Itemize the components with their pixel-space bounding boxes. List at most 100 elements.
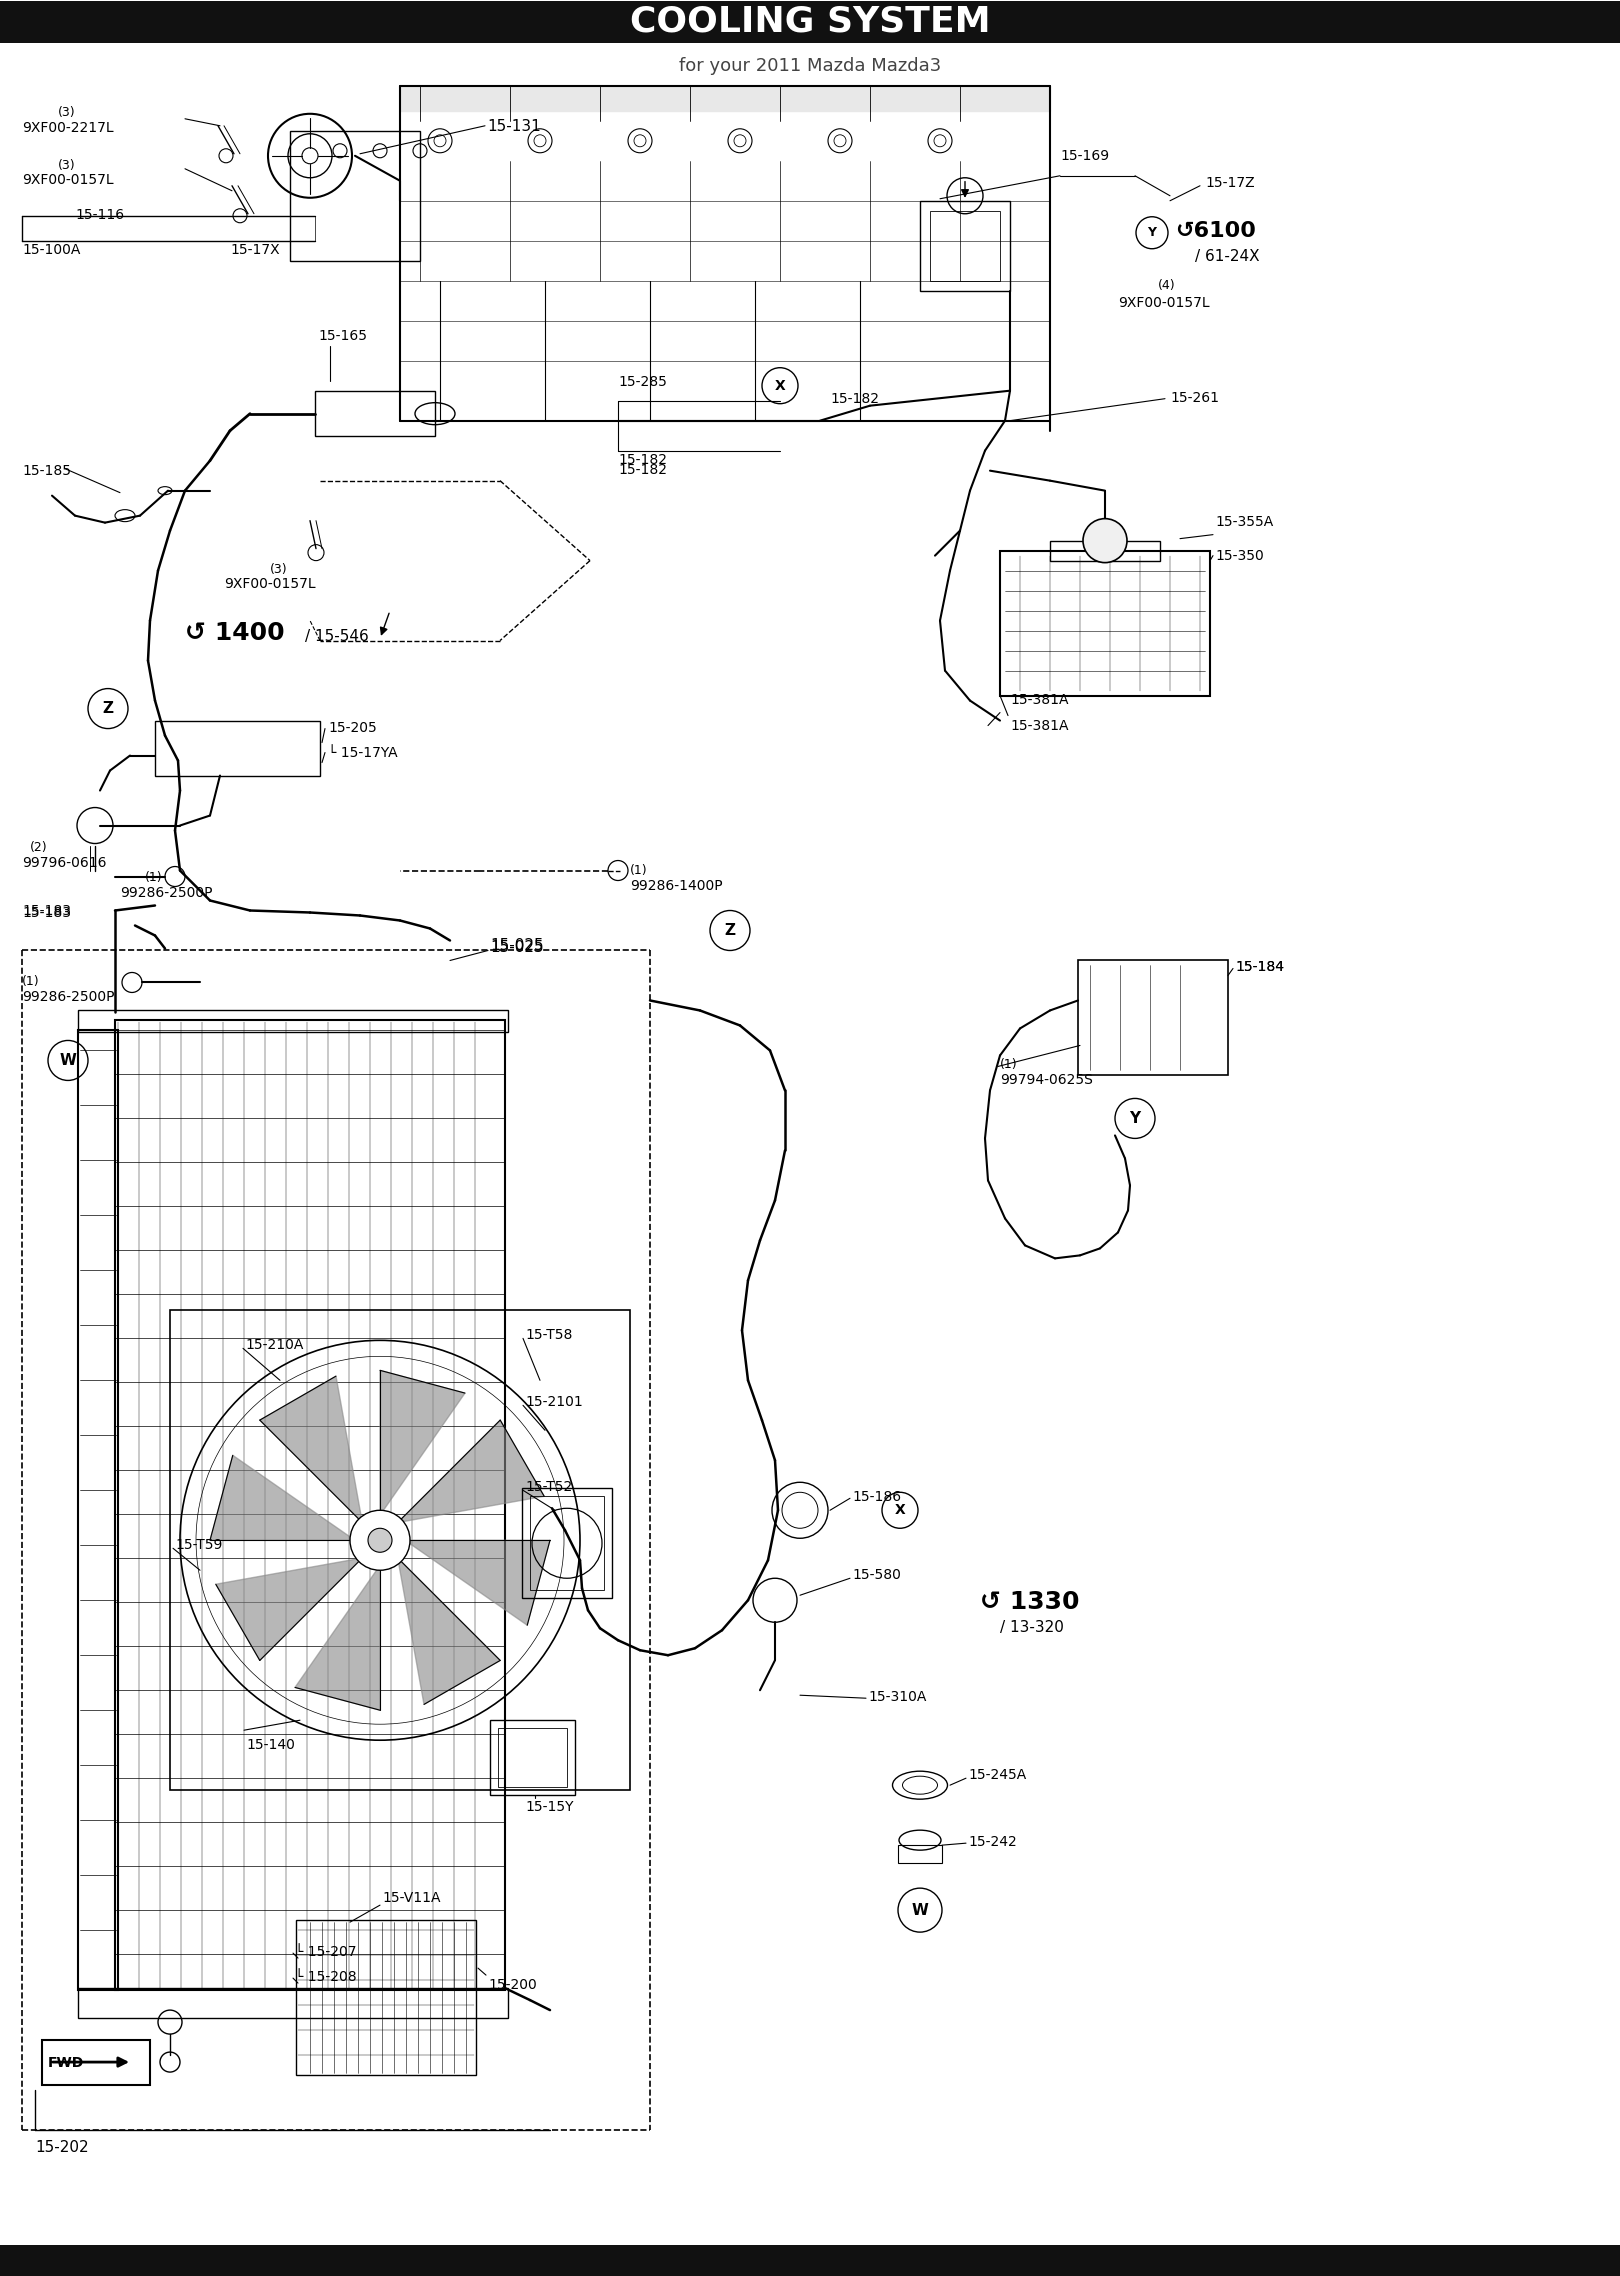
Text: 15-183: 15-183 bbox=[23, 904, 71, 920]
Bar bbox=[290, 130, 420, 262]
Bar bbox=[156, 721, 321, 776]
Text: 15-025: 15-025 bbox=[489, 938, 544, 954]
Text: / 61-24X: / 61-24X bbox=[1196, 248, 1260, 264]
Text: 15-17Z: 15-17Z bbox=[1205, 175, 1254, 189]
Text: 15-205: 15-205 bbox=[327, 721, 377, 735]
Text: 15-350: 15-350 bbox=[1215, 549, 1264, 562]
Text: X: X bbox=[894, 1502, 906, 1518]
Text: 99286-1400P: 99286-1400P bbox=[630, 879, 723, 892]
Text: (4): (4) bbox=[1158, 278, 1176, 291]
Text: 15-580: 15-580 bbox=[852, 1568, 901, 1582]
Text: (2): (2) bbox=[31, 840, 47, 854]
Bar bbox=[115, 1020, 505, 1989]
Text: 15-186: 15-186 bbox=[852, 1491, 901, 1504]
Text: 15-025: 15-025 bbox=[489, 940, 544, 956]
Text: ↺ 1400: ↺ 1400 bbox=[185, 621, 285, 644]
Text: 15-131: 15-131 bbox=[488, 118, 541, 134]
Text: (3): (3) bbox=[58, 159, 76, 171]
Text: 15-310A: 15-310A bbox=[868, 1691, 927, 1705]
Text: ↺ 1330: ↺ 1330 bbox=[980, 1591, 1079, 1614]
Polygon shape bbox=[295, 1566, 381, 1709]
Text: Z: Z bbox=[724, 924, 735, 938]
Text: └ 15-208: └ 15-208 bbox=[295, 1971, 356, 1985]
Bar bbox=[522, 1489, 612, 1598]
Text: 15-2101: 15-2101 bbox=[525, 1395, 583, 1409]
Text: (3): (3) bbox=[58, 105, 76, 118]
Text: 15-T58: 15-T58 bbox=[525, 1329, 572, 1343]
Text: 99794-0625S: 99794-0625S bbox=[1000, 1074, 1094, 1088]
Text: Y: Y bbox=[1147, 225, 1157, 239]
Text: 9XF00-2217L: 9XF00-2217L bbox=[23, 121, 113, 134]
Text: 9XF00-0157L: 9XF00-0157L bbox=[1118, 296, 1210, 310]
Circle shape bbox=[368, 1527, 392, 1552]
Bar bbox=[314, 391, 436, 435]
Bar bbox=[920, 200, 1009, 291]
Text: (1): (1) bbox=[23, 976, 39, 988]
Text: 15-182: 15-182 bbox=[617, 453, 667, 467]
Polygon shape bbox=[400, 86, 1050, 112]
Text: └ 15-207: └ 15-207 bbox=[295, 1946, 356, 1960]
Circle shape bbox=[350, 1511, 410, 1570]
Text: 9XF00-0157L: 9XF00-0157L bbox=[23, 173, 113, 187]
Text: 15-100A: 15-100A bbox=[23, 244, 81, 257]
Bar bbox=[78, 1011, 509, 1033]
Text: 99286-2500P: 99286-2500P bbox=[120, 885, 212, 899]
Text: Z: Z bbox=[102, 701, 113, 717]
Text: 15-T52: 15-T52 bbox=[525, 1479, 572, 1495]
Text: 15-165: 15-165 bbox=[318, 328, 368, 344]
Text: 15-200: 15-200 bbox=[488, 1978, 536, 1992]
Bar bbox=[497, 1727, 567, 1787]
Text: 15-202: 15-202 bbox=[36, 2139, 89, 2155]
Bar bbox=[930, 212, 1000, 280]
Text: 15-183: 15-183 bbox=[23, 906, 71, 920]
Text: 99286-2500P: 99286-2500P bbox=[23, 990, 115, 1004]
Polygon shape bbox=[215, 1559, 363, 1661]
Text: 15-381A: 15-381A bbox=[1009, 719, 1069, 733]
Text: 15-381A: 15-381A bbox=[1009, 692, 1069, 706]
Text: 15-T59: 15-T59 bbox=[175, 1539, 222, 1552]
Text: / 15-546: / 15-546 bbox=[305, 628, 369, 644]
Text: (1): (1) bbox=[630, 863, 648, 876]
Polygon shape bbox=[405, 1541, 551, 1625]
Text: 15-182: 15-182 bbox=[617, 462, 667, 476]
Polygon shape bbox=[381, 1370, 465, 1516]
Polygon shape bbox=[397, 1420, 544, 1523]
Text: 15-285: 15-285 bbox=[617, 376, 667, 389]
Text: 15-184: 15-184 bbox=[1234, 960, 1285, 974]
Text: / 13-320: / 13-320 bbox=[1000, 1621, 1064, 1634]
Text: W: W bbox=[912, 1903, 928, 1919]
Bar bbox=[170, 1311, 630, 1791]
Text: 15-210A: 15-210A bbox=[245, 1338, 303, 1352]
Text: X: X bbox=[774, 378, 786, 394]
Polygon shape bbox=[397, 1559, 501, 1705]
Text: 15-140: 15-140 bbox=[246, 1739, 295, 1753]
Bar bbox=[1077, 960, 1228, 1077]
Polygon shape bbox=[211, 1454, 355, 1541]
Bar bbox=[78, 1031, 118, 1989]
Text: └ 15-17YA: └ 15-17YA bbox=[327, 747, 397, 760]
Bar bbox=[78, 1989, 509, 2019]
Text: 15-242: 15-242 bbox=[969, 1834, 1017, 1848]
Text: 15-15Y: 15-15Y bbox=[525, 1800, 573, 1814]
Bar bbox=[1050, 542, 1160, 560]
Text: 15-184: 15-184 bbox=[1234, 960, 1285, 974]
Text: 15-355A: 15-355A bbox=[1215, 514, 1273, 528]
Circle shape bbox=[1084, 519, 1128, 562]
Text: 15-245A: 15-245A bbox=[969, 1768, 1025, 1782]
Bar bbox=[0, 2244, 1620, 2276]
Text: 15-182: 15-182 bbox=[829, 391, 880, 405]
Text: ↺6100: ↺6100 bbox=[1174, 221, 1256, 241]
Text: (1): (1) bbox=[146, 869, 162, 883]
Text: 15-17X: 15-17X bbox=[230, 244, 280, 257]
Bar bbox=[42, 2039, 151, 2085]
Text: 15-116: 15-116 bbox=[76, 207, 125, 221]
Text: 15-V11A: 15-V11A bbox=[382, 1891, 441, 1905]
Text: 9XF00-0157L: 9XF00-0157L bbox=[224, 576, 316, 589]
Text: W: W bbox=[60, 1054, 76, 1067]
Text: Y: Y bbox=[1129, 1111, 1140, 1127]
Bar bbox=[1000, 551, 1210, 696]
Text: 15-185: 15-185 bbox=[23, 464, 71, 478]
Text: (1): (1) bbox=[1000, 1058, 1017, 1072]
Text: COOLING SYSTEM: COOLING SYSTEM bbox=[630, 5, 990, 39]
Bar bbox=[489, 1721, 575, 1796]
